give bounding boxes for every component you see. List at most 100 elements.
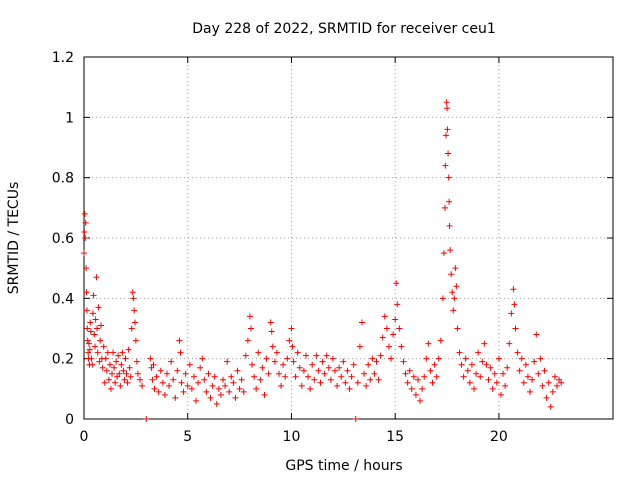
data-point [106, 361, 113, 368]
data-point [147, 355, 154, 362]
x-axis-label: GPS time / hours [285, 458, 402, 474]
data-point [128, 325, 135, 332]
data-point [276, 370, 283, 377]
data-point [371, 370, 378, 377]
x-tick-label: 10 [283, 429, 301, 445]
data-point [373, 358, 380, 365]
data-point [188, 385, 195, 392]
data-point [294, 349, 301, 356]
x-tick-labels: 0 5 10 15 20 [80, 429, 508, 445]
data-point [307, 385, 314, 392]
data-point [92, 316, 99, 323]
data-point [471, 385, 478, 392]
data-point [511, 301, 518, 308]
data-point [117, 382, 124, 389]
data-point [447, 247, 454, 254]
data-point [417, 397, 424, 404]
data-point [443, 99, 450, 106]
data-point [385, 343, 392, 350]
data-point [219, 376, 226, 383]
data-point [558, 379, 565, 386]
data-point [83, 289, 90, 296]
data-point [203, 388, 210, 395]
data-point [286, 337, 293, 344]
data-point [512, 325, 519, 332]
data-point [367, 376, 374, 383]
data-point [240, 388, 247, 395]
data-point [406, 367, 413, 374]
data-point [361, 370, 368, 377]
data-point [390, 331, 397, 338]
data-point [309, 361, 316, 368]
data-points [81, 99, 565, 422]
data-point [180, 388, 187, 395]
data-point [251, 373, 258, 380]
data-point [431, 361, 438, 368]
y-tick-label: 0 [65, 412, 74, 428]
data-point [358, 319, 365, 326]
data-point [408, 385, 415, 392]
data-point [246, 313, 253, 320]
data-point [199, 355, 206, 362]
data-point [159, 379, 166, 386]
data-point [332, 367, 339, 374]
data-point [132, 337, 139, 344]
data-point [483, 361, 490, 368]
data-point [232, 394, 239, 401]
data-point [543, 394, 550, 401]
data-point [379, 334, 386, 341]
data-point [298, 382, 305, 389]
data-point [535, 370, 542, 377]
data-point [234, 367, 241, 374]
data-point [443, 132, 450, 139]
y-tick-label: 1 [65, 110, 74, 126]
data-point [84, 337, 91, 344]
data-point [184, 382, 191, 389]
x-tick-label: 20 [490, 429, 508, 445]
data-point [451, 295, 458, 302]
data-point [157, 367, 164, 374]
data-point [485, 376, 492, 383]
data-point [381, 313, 388, 320]
data-point [315, 367, 322, 374]
data-point [228, 373, 235, 380]
data-point [449, 289, 456, 296]
data-point [290, 358, 297, 365]
y-tick-labels: 0 0.2 0.4 0.6 0.8 1 1.2 [52, 50, 74, 428]
data-point [143, 416, 150, 422]
data-point [549, 388, 556, 395]
data-point [348, 373, 355, 380]
data-point [321, 370, 328, 377]
data-point [95, 304, 102, 311]
data-point [207, 394, 214, 401]
data-point [334, 382, 341, 389]
data-point [133, 358, 140, 365]
data-point [163, 370, 170, 377]
data-point [340, 358, 347, 365]
data-point [155, 388, 162, 395]
data-point [123, 370, 130, 377]
data-point [354, 379, 361, 386]
data-point [119, 349, 126, 356]
y-axis-label: SRMTID / TECUs [6, 182, 22, 295]
data-point [132, 319, 139, 326]
data-point [85, 340, 92, 347]
data-point [369, 355, 376, 362]
data-point [83, 307, 90, 314]
data-point [182, 370, 189, 377]
y-tick-label: 0.2 [52, 352, 74, 368]
data-point [94, 349, 101, 356]
data-point [103, 367, 110, 374]
data-point [338, 373, 345, 380]
data-point [161, 391, 168, 398]
data-point [479, 358, 486, 365]
data-point [404, 379, 411, 386]
data-point [462, 355, 469, 362]
data-point [311, 376, 318, 383]
data-point [419, 385, 426, 392]
data-point [81, 250, 87, 257]
data-point [93, 274, 100, 281]
data-point [87, 319, 94, 326]
data-point [118, 361, 125, 368]
data-point [342, 379, 349, 386]
